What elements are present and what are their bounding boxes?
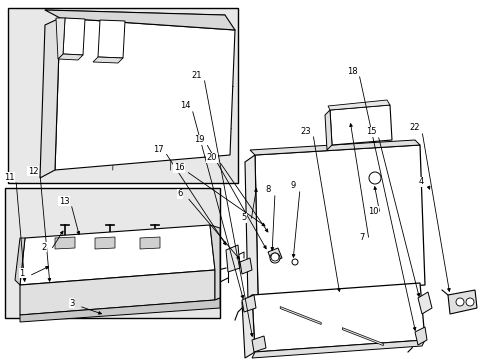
Polygon shape: [58, 54, 83, 60]
Text: 2: 2: [41, 243, 46, 252]
Polygon shape: [342, 328, 383, 346]
Polygon shape: [45, 10, 235, 30]
Text: 12: 12: [28, 166, 38, 175]
Text: 13: 13: [59, 197, 69, 206]
Text: 18: 18: [346, 67, 357, 76]
Text: 5: 5: [241, 213, 246, 222]
Polygon shape: [95, 237, 115, 249]
Circle shape: [465, 298, 473, 306]
Polygon shape: [447, 290, 476, 314]
Text: 16: 16: [173, 163, 184, 172]
Polygon shape: [280, 307, 321, 324]
Circle shape: [270, 253, 279, 261]
Polygon shape: [249, 140, 419, 155]
Text: 4: 4: [418, 177, 423, 186]
Polygon shape: [20, 270, 215, 315]
Text: 10: 10: [367, 207, 378, 216]
Polygon shape: [244, 155, 258, 302]
Polygon shape: [267, 248, 282, 262]
Polygon shape: [40, 18, 60, 178]
Text: 14: 14: [180, 102, 190, 111]
Polygon shape: [327, 100, 389, 110]
Polygon shape: [414, 327, 426, 345]
Text: 11: 11: [4, 172, 14, 181]
Polygon shape: [240, 258, 251, 274]
Text: 6: 6: [177, 189, 183, 198]
Polygon shape: [56, 18, 65, 59]
Text: 17: 17: [152, 144, 163, 153]
Text: 20: 20: [206, 153, 217, 162]
Text: 8: 8: [265, 185, 270, 194]
Polygon shape: [93, 57, 123, 63]
Text: 22: 22: [409, 123, 419, 132]
Polygon shape: [63, 18, 85, 55]
Polygon shape: [242, 295, 256, 312]
Text: 3: 3: [69, 298, 75, 307]
Polygon shape: [225, 245, 240, 272]
Polygon shape: [242, 295, 254, 358]
Polygon shape: [251, 340, 424, 358]
Polygon shape: [329, 105, 391, 145]
Circle shape: [368, 172, 380, 184]
Polygon shape: [20, 225, 215, 285]
Polygon shape: [209, 225, 220, 300]
Text: 9: 9: [290, 181, 295, 190]
Polygon shape: [254, 145, 424, 295]
Text: 23: 23: [300, 126, 311, 135]
Circle shape: [291, 259, 297, 265]
Text: 19: 19: [193, 135, 204, 144]
Circle shape: [455, 298, 463, 306]
Polygon shape: [140, 237, 160, 249]
Polygon shape: [98, 20, 125, 58]
Text: 7: 7: [359, 233, 364, 242]
Polygon shape: [251, 336, 265, 352]
Polygon shape: [251, 283, 424, 352]
Polygon shape: [20, 298, 220, 322]
Polygon shape: [417, 292, 431, 314]
Circle shape: [269, 253, 280, 263]
Polygon shape: [15, 238, 25, 285]
Polygon shape: [55, 18, 235, 170]
Polygon shape: [325, 110, 331, 150]
Text: 21: 21: [191, 71, 202, 80]
Bar: [8, 8, 238, 183]
Text: 1: 1: [20, 269, 24, 278]
Bar: [5, 188, 220, 318]
Polygon shape: [55, 237, 75, 249]
Text: 15: 15: [365, 127, 375, 136]
